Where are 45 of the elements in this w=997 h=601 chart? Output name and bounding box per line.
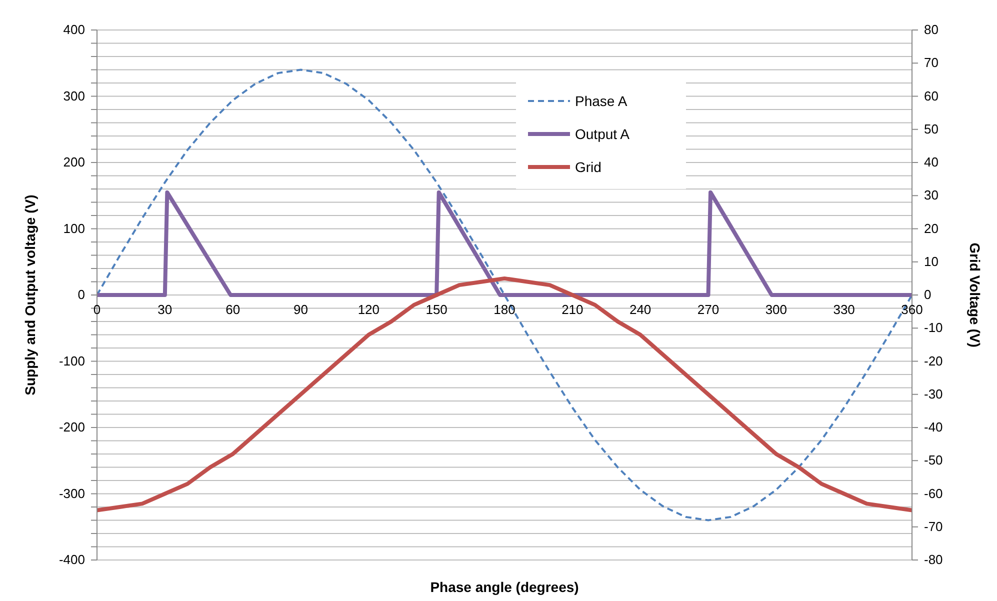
x-tick-label: 330 [833, 302, 855, 317]
legend-label: Output A [575, 126, 630, 142]
y-tick-label: 100 [63, 220, 85, 236]
y2-tick-label: -40 [924, 420, 943, 434]
x-tick-label: 180 [494, 302, 516, 317]
x-tick-label: 360 [901, 302, 923, 317]
x-tick-label: 0 [93, 302, 101, 317]
x-axis-title: Phase angle (degrees) [430, 579, 579, 595]
y2-tick-label: 30 [924, 188, 938, 203]
x-tick-label: 300 [765, 302, 788, 317]
x-tick-label: 120 [358, 302, 380, 317]
x-tick-label: 90 [294, 302, 308, 317]
y2-tick-label: 10 [924, 254, 938, 269]
y-tick-label: 400 [63, 22, 85, 37]
y2-tick-label: -30 [924, 386, 943, 402]
y2-tick-label: -70 [924, 518, 943, 534]
y2-tick-label: 20 [924, 220, 938, 236]
y2-tick-label: -20 [924, 353, 943, 368]
y-tick-label: -100 [58, 353, 85, 368]
y2-tick-label: 40 [924, 154, 938, 170]
y2-tick-label: 80 [924, 22, 938, 37]
x-tick-label: 270 [697, 302, 720, 317]
y-tick-label: -200 [58, 420, 85, 434]
y-tick-label: 300 [63, 88, 85, 104]
y2-tick-label: 0 [924, 287, 932, 302]
y2-tick-label: 50 [924, 121, 938, 136]
x-tick-label: 30 [158, 302, 172, 317]
y-tick-label: 0 [78, 287, 85, 302]
y2-tick-label: -10 [924, 320, 943, 336]
y-tick-label: -400 [58, 552, 85, 567]
legend-label: Grid [575, 158, 602, 174]
y2-tick-label: -60 [924, 486, 943, 501]
y2-tick-label: -80 [924, 552, 943, 567]
x-tick-label: 240 [629, 302, 652, 317]
y-tick-label: 200 [63, 154, 85, 170]
y2-tick-label: -50 [924, 452, 943, 468]
legend-label: Phase A [575, 92, 628, 108]
x-tick-label: 60 [226, 302, 240, 317]
x-tick-label: 210 [562, 302, 584, 317]
y-tick-label: -300 [58, 486, 85, 501]
y-axis-title: Supply and Output voltage (V) [22, 194, 38, 396]
y2-axis-title: Grid Voltage (V) [967, 242, 984, 348]
y2-tick-label: 70 [924, 55, 938, 70]
x-tick-label: 150 [426, 302, 448, 317]
y2-tick-label: 60 [924, 88, 938, 104]
